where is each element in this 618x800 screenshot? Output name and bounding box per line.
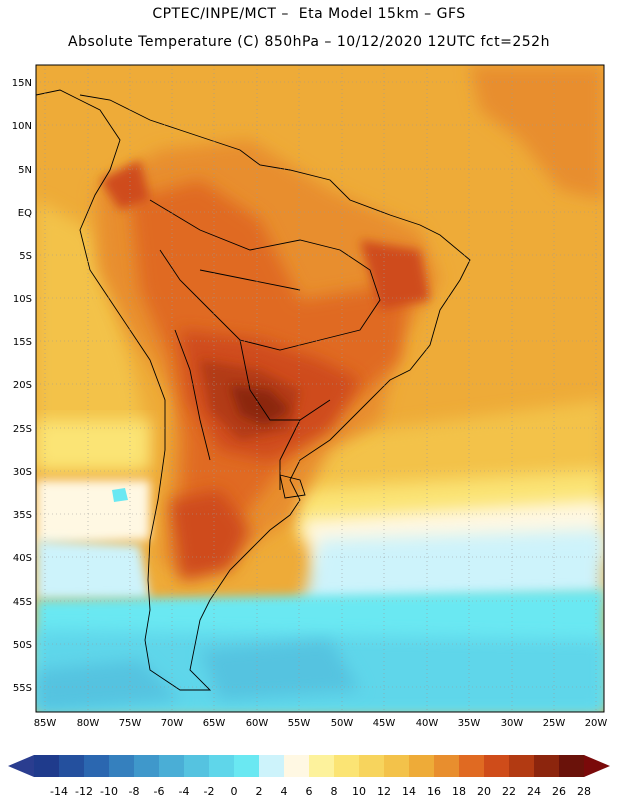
colorbar-label: 22 <box>502 785 516 798</box>
colorbar-label: -12 <box>75 785 93 798</box>
lat-label: 35S <box>13 510 32 521</box>
lat-label: 5N <box>18 165 32 176</box>
lat-label: 15S <box>13 337 32 348</box>
lon-label: 25W <box>543 718 566 729</box>
colorbar-label: 16 <box>427 785 441 798</box>
colorbar-high-arrow <box>584 755 610 777</box>
colorbar-cell <box>534 755 560 777</box>
colorbar: -14 -12 -10 -8 -6 -4 -2 0 2 4 6 8 10 12 14 16 18 20 22 24 26… <box>8 755 610 798</box>
colorbar-label: -10 <box>100 785 118 798</box>
colorbar-label: 12 <box>377 785 391 798</box>
lat-label: 40S <box>13 553 32 564</box>
colorbar-label: -4 <box>179 785 190 798</box>
colorbar-label: 18 <box>452 785 466 798</box>
lon-label: 65W <box>203 718 226 729</box>
colorbar-cell <box>184 755 210 777</box>
lon-label: 75W <box>119 718 142 729</box>
colorbar-cell <box>509 755 535 777</box>
coastlines <box>36 89 471 691</box>
lat-label: 50S <box>13 640 32 651</box>
lon-label: 50W <box>331 718 354 729</box>
colorbar-cell <box>559 755 585 777</box>
lon-labels: 85W 80W 75W 70W 65W 60W 55W 50W 45W 40W … <box>34 718 608 729</box>
lon-label: 40W <box>416 718 439 729</box>
lat-label: 30S <box>13 467 32 478</box>
colorbar-cell <box>109 755 135 777</box>
colorbar-label: 28 <box>577 785 591 798</box>
colorbar-cell <box>484 755 510 777</box>
lat-label: 25S <box>13 424 32 435</box>
colorbar-label: 2 <box>256 785 263 798</box>
colorbar-cell <box>209 755 235 777</box>
colorbar-cell <box>334 755 360 777</box>
colorbar-label: 26 <box>552 785 566 798</box>
colorbar-label: -2 <box>204 785 215 798</box>
lat-label: 10S <box>13 294 32 305</box>
lon-label: 30W <box>501 718 524 729</box>
colorbar-label: 14 <box>402 785 416 798</box>
lon-label: 20W <box>585 718 608 729</box>
lat-label: 5S <box>19 251 32 262</box>
lat-label: 15N <box>12 78 32 89</box>
colorbar-label: 10 <box>352 785 366 798</box>
lat-label: 45S <box>13 597 32 608</box>
lat-labels: 15N 10N 5N EQ 5S 10S 15S 20S 25S 30S 35S… <box>12 78 32 694</box>
lon-label: 85W <box>34 718 57 729</box>
colorbar-cell <box>134 755 160 777</box>
colorbar-cell <box>34 755 60 777</box>
colorbar-label: 0 <box>231 785 238 798</box>
temperature-field <box>36 65 604 712</box>
colorbar-labels: -14 -12 -10 -8 -6 -4 -2 0 2 4 6 8 10 12 14 16 18 20 22 24 26… <box>50 785 591 798</box>
colorbar-label: 20 <box>477 785 491 798</box>
title-line-1: CPTEC/INPE/MCT – Eta Model 15km – GFS <box>152 6 466 22</box>
colorbar-cell <box>359 755 385 777</box>
lon-label: 55W <box>288 718 311 729</box>
title-line-2: Absolute Temperature (C) 850hPa – 10/12/… <box>68 34 550 50</box>
lon-label: 70W <box>161 718 184 729</box>
lat-label: 55S <box>13 683 32 694</box>
colorbar-cell <box>59 755 85 777</box>
colorbar-cells <box>34 755 585 777</box>
colorbar-label: -8 <box>129 785 140 798</box>
colorbar-cell <box>84 755 110 777</box>
lon-label: 35W <box>458 718 481 729</box>
lat-label: 20S <box>13 380 32 391</box>
colorbar-cell <box>309 755 335 777</box>
colorbar-label: 6 <box>306 785 313 798</box>
colorbar-cell <box>284 755 310 777</box>
lat-label: EQ <box>18 208 32 219</box>
colorbar-label: -6 <box>154 785 165 798</box>
colorbar-cell <box>159 755 185 777</box>
lon-label: 60W <box>246 718 269 729</box>
map-frame <box>35 64 605 713</box>
colorbar-label: -14 <box>50 785 68 798</box>
lon-label: 80W <box>77 718 100 729</box>
lat-label: 10N <box>12 121 32 132</box>
colorbar-label: 8 <box>331 785 338 798</box>
lon-label: 45W <box>373 718 396 729</box>
colorbar-low-arrow <box>8 755 34 777</box>
colorbar-cell <box>434 755 460 777</box>
colorbar-cell <box>459 755 485 777</box>
gridlines <box>36 65 604 712</box>
colorbar-label: 24 <box>527 785 541 798</box>
colorbar-cell <box>384 755 410 777</box>
colorbar-cell <box>234 755 260 777</box>
colorbar-cell <box>259 755 285 777</box>
colorbar-label: 4 <box>281 785 288 798</box>
colorbar-cell <box>409 755 435 777</box>
